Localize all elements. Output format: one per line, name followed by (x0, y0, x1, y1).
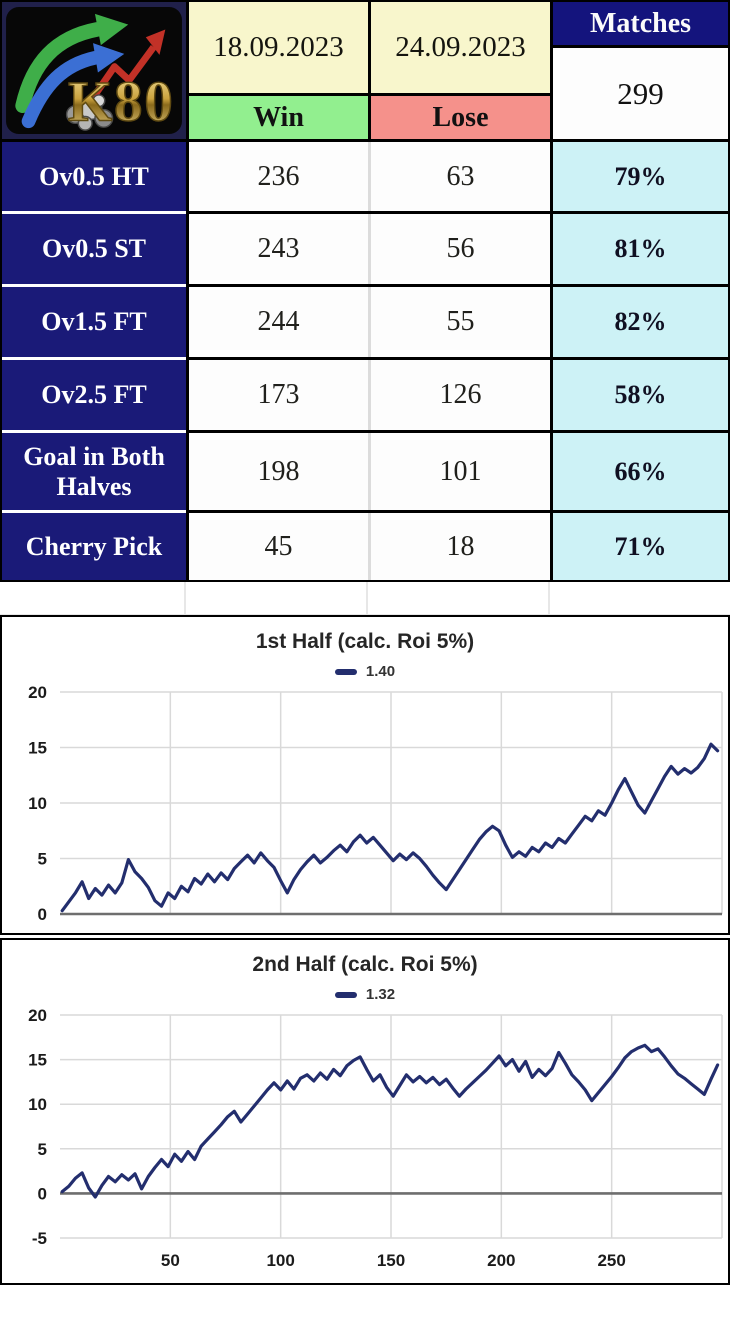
divider (550, 45, 728, 48)
lose-value-cell: 101 (368, 433, 550, 510)
svg-text:100: 100 (266, 1251, 294, 1270)
pct-value-cell: 81% (550, 214, 728, 284)
divider (2, 430, 186, 433)
legend-label: 1.32 (365, 986, 396, 1003)
brand-logo: K80 (2, 2, 186, 139)
svg-text:-5: -5 (32, 1229, 47, 1248)
label-column: K80 Ov0.5 HT Ov0.5 ST Ov1.5 FT Ov2.5 FT Goal… (2, 2, 186, 580)
matches-header-cell: Matches (550, 2, 728, 45)
chart-title: 1st Half (calc. Roi 5%) (255, 630, 475, 653)
legend-swatch-icon (334, 991, 357, 998)
divider (2, 139, 186, 142)
lose-header-cell: Lose (368, 96, 550, 139)
pct-value-cell: 58% (550, 360, 728, 430)
divider (2, 510, 186, 513)
pct-value-cell: 71% (550, 513, 728, 580)
pct-value-cell: 66% (550, 433, 728, 510)
svg-text:250: 250 (597, 1251, 625, 1270)
divider (2, 211, 186, 214)
row-label-cell: Ov0.5 ST (2, 214, 186, 284)
svg-text:0: 0 (38, 1184, 47, 1203)
legend-label: 1.40 (365, 663, 396, 680)
row-label-cell: Ov0.5 HT (2, 142, 186, 211)
divider (368, 510, 550, 513)
divider (186, 510, 368, 513)
faint-divider (366, 582, 368, 614)
svg-text:150: 150 (377, 1251, 405, 1270)
k80-logo-icon: K80 (6, 6, 182, 134)
svg-text:5: 5 (38, 1140, 47, 1159)
svg-text:10: 10 (28, 1095, 47, 1114)
divider (368, 93, 550, 96)
divider (368, 211, 550, 214)
divider (368, 357, 550, 360)
divider (186, 211, 368, 214)
logo-text: K80 (68, 70, 175, 133)
lose-value-cell: 63 (368, 142, 550, 211)
divider (550, 510, 728, 513)
lose-column: 24.09.2023 Lose 63 56 55 126 101 18 (368, 2, 550, 580)
divider (186, 430, 368, 433)
chart-second-half: 2nd Half (calc. Roi 5%) 1.32 -5 0 5 10 15 20 5… (0, 938, 730, 1285)
divider (186, 284, 368, 287)
chart-first-half: 1st Half (calc. Roi 5%) 1.40 0 5 10 15 20 (0, 615, 730, 935)
divider (368, 139, 550, 142)
svg-text:5: 5 (38, 850, 47, 869)
svg-text:20: 20 (28, 1006, 47, 1025)
faint-divider (184, 582, 186, 614)
date-from-cell: 18.09.2023 (186, 2, 368, 93)
row-label-cell: Ov2.5 FT (2, 360, 186, 430)
chart-title: 2nd Half (calc. Roi 5%) (252, 953, 478, 976)
divider (550, 284, 728, 287)
win-column: 18.09.2023 Win 236 243 244 173 198 45 (186, 2, 368, 580)
svg-text:15: 15 (28, 1051, 47, 1070)
svg-text:0: 0 (38, 905, 47, 924)
win-value-cell: 244 (186, 287, 368, 357)
win-value-cell: 45 (186, 513, 368, 580)
pct-value-cell: 79% (550, 142, 728, 211)
win-value-cell: 198 (186, 433, 368, 510)
divider (550, 211, 728, 214)
svg-text:50: 50 (161, 1251, 180, 1270)
pct-value-cell: 82% (550, 287, 728, 357)
divider (368, 430, 550, 433)
svg-text:10: 10 (28, 794, 47, 813)
divider (186, 93, 368, 96)
win-header-cell: Win (186, 96, 368, 139)
stats-table: K80 Ov0.5 HT Ov0.5 ST Ov1.5 FT Ov2.5 FT Goal… (0, 0, 730, 582)
lose-value-cell: 56 (368, 214, 550, 284)
row-label-cell: Ov1.5 FT (2, 287, 186, 357)
win-value-cell: 236 (186, 142, 368, 211)
divider (550, 357, 728, 360)
chart-legend: 1.32 (2, 986, 728, 1003)
faint-divider (548, 582, 550, 614)
win-value-cell: 173 (186, 360, 368, 430)
win-value-cell: 243 (186, 214, 368, 284)
divider (2, 284, 186, 287)
lose-value-cell: 18 (368, 513, 550, 580)
legend-swatch-icon (334, 668, 357, 675)
svg-text:200: 200 (487, 1251, 515, 1270)
divider (186, 357, 368, 360)
divider (368, 284, 550, 287)
svg-text:20: 20 (28, 683, 47, 702)
matches-total-cell: 299 (550, 48, 728, 139)
lose-value-cell: 126 (368, 360, 550, 430)
divider (550, 139, 728, 142)
row-label-cell: Cherry Pick (2, 513, 186, 580)
chart-legend: 1.40 (2, 663, 728, 680)
spacer-row (0, 582, 730, 615)
divider (2, 357, 186, 360)
row-label-cell: Goal in Both Halves (2, 433, 186, 510)
lose-value-cell: 55 (368, 287, 550, 357)
matches-column: Matches 299 79% 81% 82% 58% 66% 71% (550, 2, 728, 580)
chart-svg: 0 5 10 15 20 (28, 683, 723, 924)
date-to-cell: 24.09.2023 (368, 2, 550, 93)
divider (550, 430, 728, 433)
chart-svg: -5 0 5 10 15 20 50 100 150 200 250 (28, 1006, 723, 1270)
page: K80 Ov0.5 HT Ov0.5 ST Ov1.5 FT Ov2.5 FT Goal… (0, 0, 730, 1285)
divider (186, 139, 368, 142)
svg-text:15: 15 (28, 739, 47, 758)
